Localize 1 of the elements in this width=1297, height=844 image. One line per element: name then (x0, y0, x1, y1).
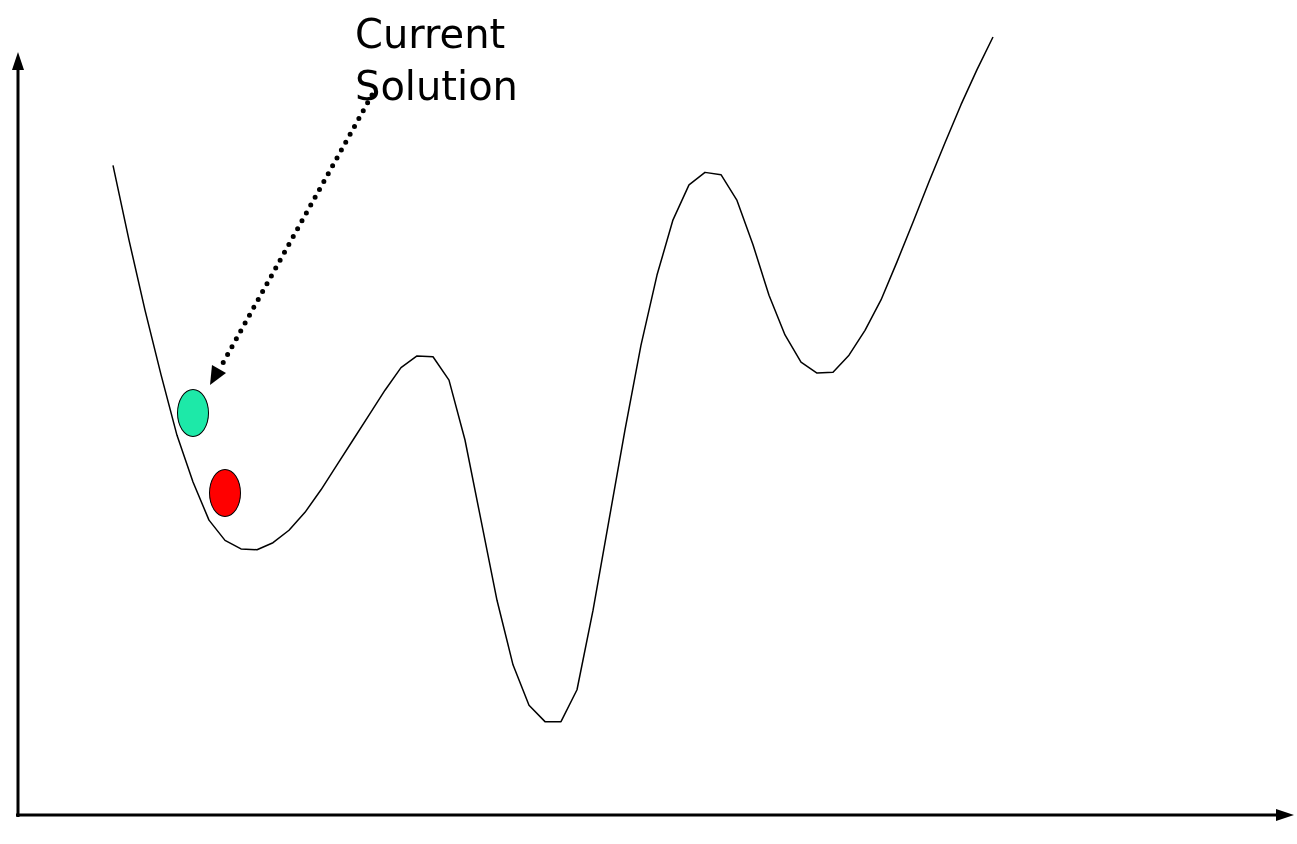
annotation: Current Solution (355, 10, 519, 111)
